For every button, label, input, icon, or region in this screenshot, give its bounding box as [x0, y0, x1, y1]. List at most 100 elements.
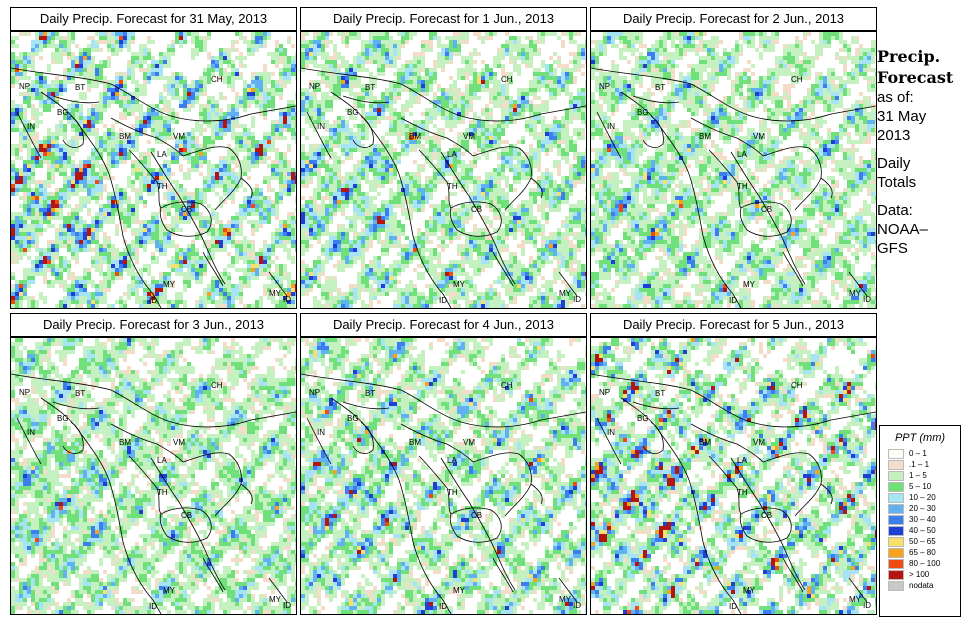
precip-cell	[139, 284, 143, 288]
precip-cell	[155, 236, 159, 240]
precip-cell	[27, 124, 31, 128]
precip-cell	[27, 268, 31, 272]
precip-cell	[183, 40, 187, 44]
precip-cell	[513, 120, 517, 124]
precip-cell	[569, 136, 573, 140]
precip-cell	[497, 140, 501, 144]
precip-cell	[131, 288, 135, 292]
precip-cell	[301, 148, 305, 152]
precip-cell	[385, 88, 389, 92]
precip-cell	[127, 248, 131, 252]
precip-cell	[51, 256, 55, 260]
precip-cell	[199, 192, 203, 196]
precip-cell	[47, 68, 51, 72]
precip-cell	[441, 108, 445, 112]
precip-cell	[313, 100, 317, 104]
precip-cell	[23, 192, 27, 196]
precip-cell	[231, 236, 235, 240]
precip-cell	[59, 40, 63, 44]
precip-cell	[279, 128, 283, 132]
precip-cell	[135, 296, 139, 300]
precip-cell	[259, 268, 263, 272]
precip-cell	[111, 148, 115, 152]
precip-cell	[513, 56, 517, 60]
precip-cell	[275, 168, 279, 172]
precip-cell	[131, 144, 135, 148]
precip-cell	[123, 228, 127, 232]
precip-cell	[501, 100, 505, 104]
precip-cell	[67, 248, 71, 252]
precip-cell	[103, 220, 107, 224]
precip-cell	[405, 64, 409, 68]
precip-cell	[75, 108, 79, 112]
precip-cell	[55, 216, 59, 220]
precip-cell	[95, 260, 99, 264]
precip-cell	[79, 104, 83, 108]
precip-cell	[283, 52, 287, 56]
precip-cell	[107, 128, 111, 132]
precip-cell	[27, 120, 31, 124]
precip-cell	[361, 112, 365, 116]
precip-cell	[235, 100, 239, 104]
precip-cell	[581, 152, 585, 156]
precip-cell	[39, 72, 43, 76]
precip-cell	[67, 188, 71, 192]
precip-cell	[55, 36, 59, 40]
country-border	[62, 115, 84, 148]
precip-cell	[317, 88, 321, 92]
precip-cell	[405, 108, 409, 112]
precip-cell	[215, 136, 219, 140]
precip-cell	[107, 176, 111, 180]
precip-cell	[345, 36, 349, 40]
precip-cell	[111, 192, 115, 196]
precip-cell	[31, 152, 35, 156]
precip-cell	[175, 208, 179, 212]
precip-cell	[167, 224, 171, 228]
precip-cell	[187, 252, 191, 256]
precip-cell	[573, 152, 577, 156]
precip-cell	[131, 96, 135, 100]
precip-cell	[585, 44, 586, 48]
precip-cell	[123, 36, 127, 40]
precip-cell	[179, 248, 183, 252]
precip-cell	[239, 204, 243, 208]
precip-cell	[139, 64, 143, 68]
precip-cell	[199, 224, 203, 228]
precip-cell	[55, 32, 59, 36]
precip-cell	[19, 76, 23, 80]
precip-cell	[71, 208, 75, 212]
precip-cell	[31, 56, 35, 60]
precip-cell	[425, 120, 429, 124]
precip-cell	[275, 240, 279, 244]
precip-cell	[279, 88, 283, 92]
precip-cell	[223, 244, 227, 248]
precip-cell	[517, 104, 521, 108]
precip-cell	[83, 160, 87, 164]
precip-cell	[219, 168, 223, 172]
precip-cell	[163, 196, 167, 200]
precip-cell	[223, 68, 227, 72]
precip-cell	[469, 60, 473, 64]
precip-cell	[421, 128, 425, 132]
precip-cell	[267, 296, 271, 300]
precip-cell	[191, 204, 195, 208]
precip-cell	[175, 260, 179, 264]
precip-cell	[195, 160, 199, 164]
precip-cell	[357, 60, 361, 64]
precip-cell	[19, 180, 23, 184]
precip-cell	[489, 92, 493, 96]
precip-cell	[11, 244, 15, 248]
precip-cell	[199, 36, 203, 40]
precip-cell	[167, 124, 171, 128]
precip-cell	[95, 196, 99, 200]
precip-cell	[321, 108, 325, 112]
precip-cell	[111, 140, 115, 144]
precip-cell	[457, 108, 461, 112]
precip-cell	[259, 192, 263, 196]
precip-cell	[271, 240, 275, 244]
precip-cell	[183, 136, 187, 140]
precip-cell	[211, 284, 215, 288]
precip-cell	[127, 136, 131, 140]
precip-cell	[99, 72, 103, 76]
precip-cell	[263, 284, 267, 288]
